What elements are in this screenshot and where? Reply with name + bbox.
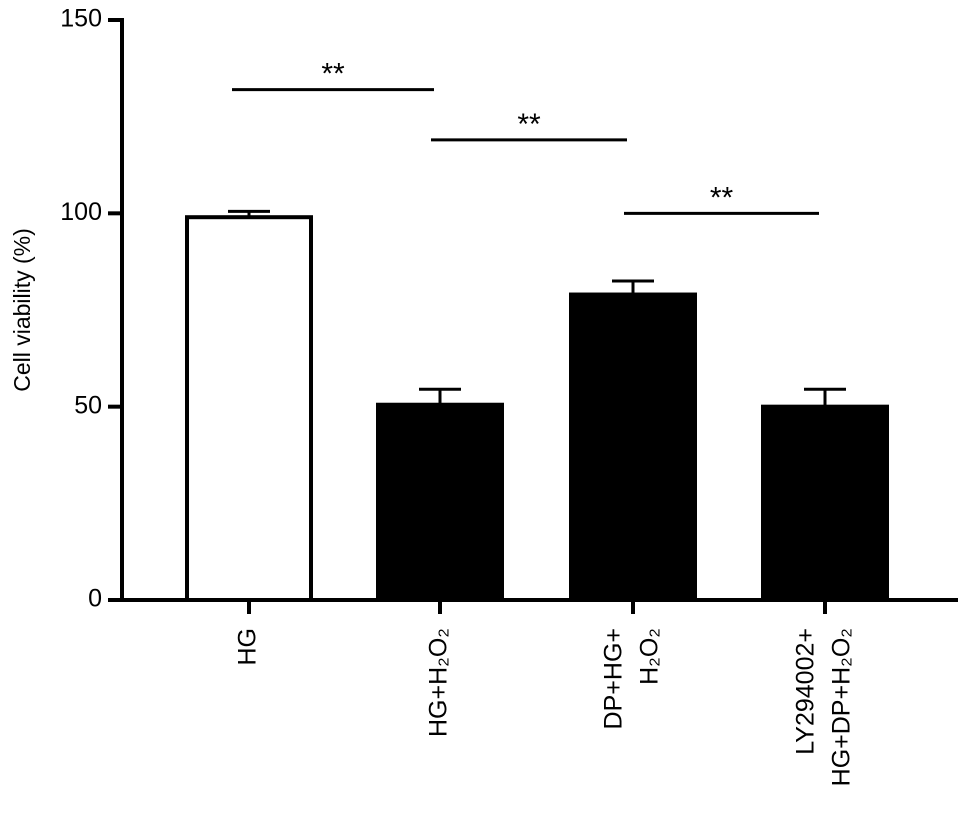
y-tick-label: 0	[88, 585, 102, 613]
y-tick-label: 100	[60, 198, 102, 226]
x-tick-label: DP+HG+	[600, 628, 628, 729]
y-tick-label: 150	[60, 5, 102, 33]
bar	[185, 215, 313, 602]
y-axis-label: Cell viability (%)	[9, 228, 35, 392]
x-tick-label: LY294002+	[792, 628, 820, 755]
bar	[569, 292, 697, 602]
bar	[761, 404, 889, 602]
bar	[376, 402, 504, 602]
x-tick-label: HG	[234, 628, 262, 666]
significance-label: **	[321, 58, 345, 91]
x-tick-label: HG+DP+H₂O₂	[828, 628, 856, 786]
significance-label: **	[710, 181, 734, 214]
x-tick-label: H₂O₂	[636, 628, 664, 685]
significance-label: **	[517, 108, 541, 141]
x-tick-label: HG+H₂O₂	[425, 628, 453, 737]
y-tick-label: 50	[74, 391, 102, 419]
